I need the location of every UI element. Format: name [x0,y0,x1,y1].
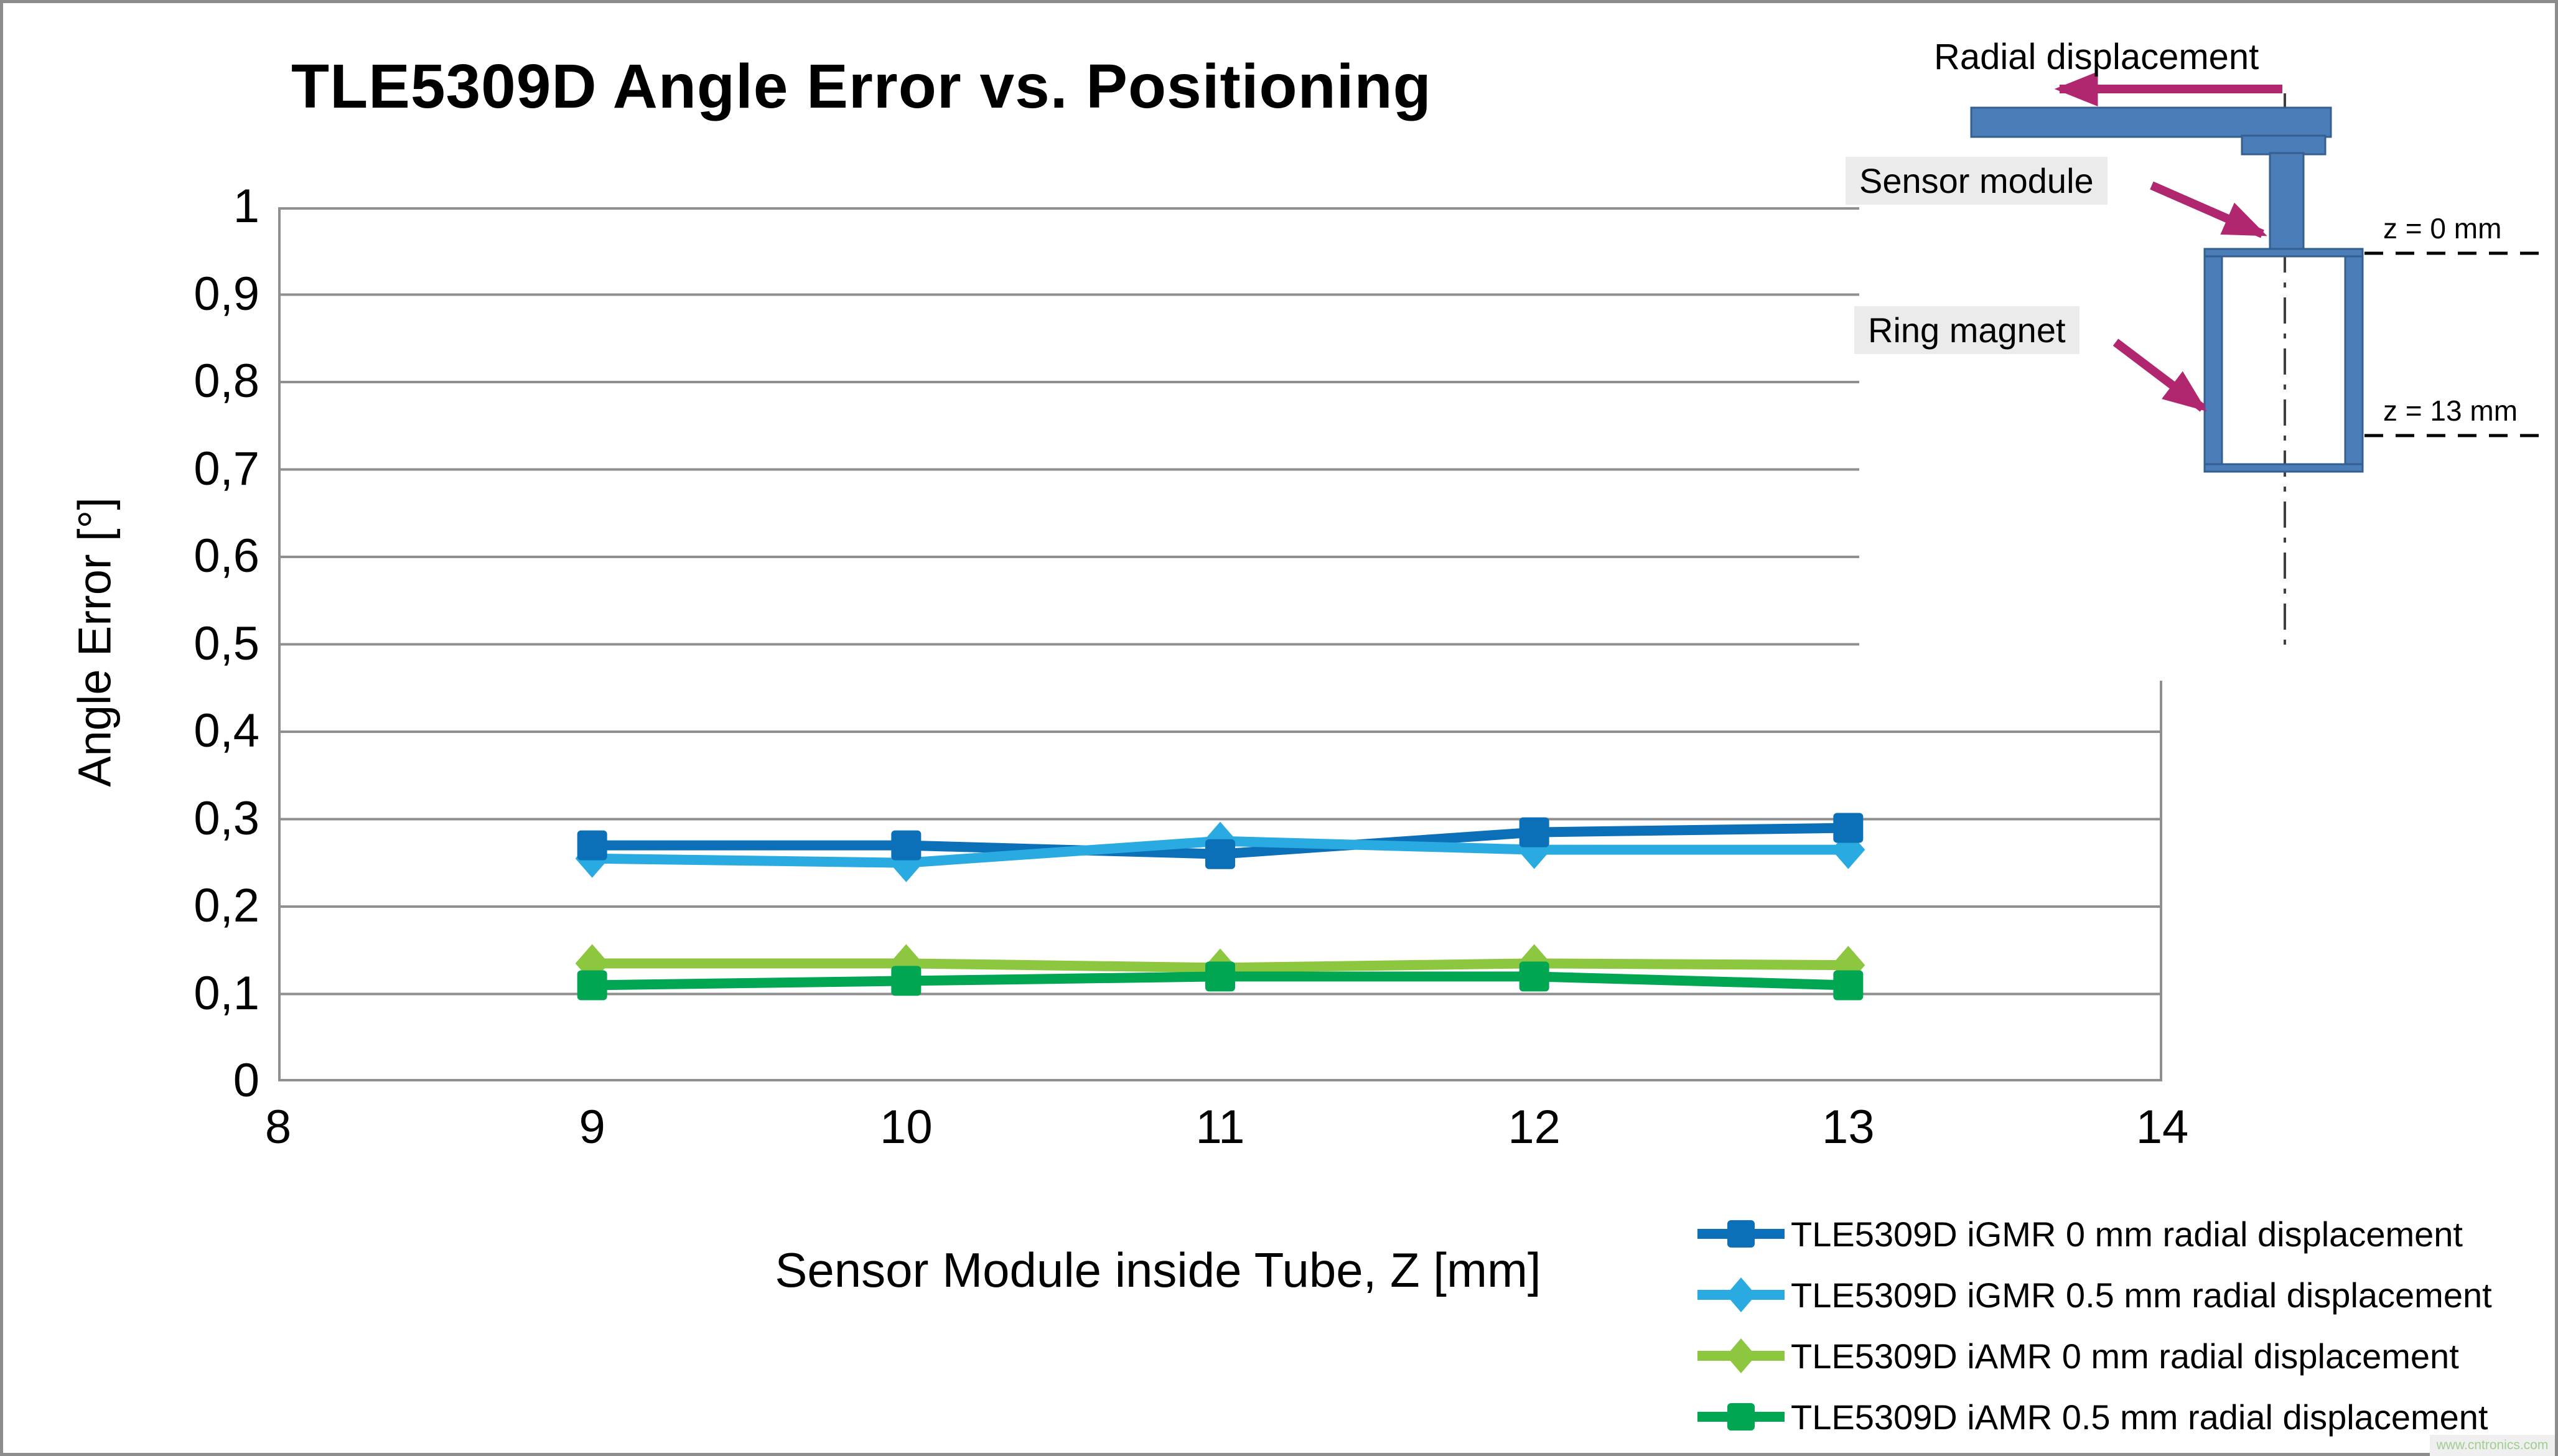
legend-item: TLE5309D iGMR 0 mm radial displacement [1697,1203,2492,1264]
legend-marker-icon [1697,1220,1785,1248]
y-tick-label: 0,4 [194,704,259,757]
legend: TLE5309D iGMR 0 mm radial displacement TL… [1697,1203,2492,1447]
x-tick-label: 11 [1195,1101,1245,1154]
ring-magnet-bottom-edge [2203,463,2364,473]
y-tick-label: 0,7 [194,442,259,495]
sensor-module-rod [2269,152,2305,253]
y-tick-label: 0 [233,1053,259,1107]
data-marker-square [1205,839,1235,869]
sensor-module-label: Sensor module [1846,157,2108,205]
ring-magnet-right-wall [2344,248,2364,473]
y-axis-title: Angle Error [°] [68,497,121,787]
data-marker-square [1833,970,1864,1001]
data-marker-square [891,830,922,861]
data-marker-square [1205,961,1235,992]
radial-displacement-label: Radial displacement [1934,37,2259,77]
data-marker-diamond [575,944,609,983]
y-tick-label: 0,6 [194,529,259,582]
shaft-arm [1970,106,2332,138]
z13-label: z = 13 mm [2383,394,2518,427]
legend-label: TLE5309D iGMR 0 mm radial displacement [1791,1214,2463,1254]
x-tick-label: 10 [880,1101,933,1154]
y-tick-label: 0,9 [194,267,259,320]
data-marker-square [891,966,922,996]
sensor-module-pointer-icon [2150,181,2267,238]
plot-area [278,207,2162,1081]
legend-item: TLE5309D iGMR 0.5 mm radial displacement [1697,1264,2492,1325]
shaft-collar [2241,134,2327,156]
data-marker-diamond [889,843,923,882]
chart-title: TLE5309D Angle Error vs. Positioning [291,52,1432,121]
y-tick-label: 0,1 [194,966,259,1020]
x-tick-label: 13 [1822,1101,1875,1154]
legend-marker-icon [1697,1403,1785,1430]
watermark: www.cntronics.com [2430,1435,2555,1456]
x-tick-label: 12 [1508,1101,1561,1154]
legend-label: TLE5309D iAMR 0 mm radial displacement [1791,1336,2459,1376]
y-tick-label: 0,2 [194,879,259,932]
ring-magnet-left-wall [2203,248,2223,473]
x-tick-label: 8 [264,1101,292,1154]
data-marker-square [577,830,607,861]
x-axis-title: Sensor Module inside Tube, Z [mm] [775,1243,1541,1297]
legend-label: TLE5309D iGMR 0.5 mm radial displacement [1791,1275,2492,1315]
legend-item: TLE5309D iAMR 0 mm radial displacement [1697,1325,2492,1386]
x-tick-label: 14 [2136,1101,2189,1154]
x-tick-label: 9 [579,1101,605,1154]
legend-item: TLE5309D iAMR 0.5 mm radial displacement [1697,1386,2492,1447]
z0-label: z = 0 mm [2383,212,2502,245]
legend-label: TLE5309D iAMR 0.5 mm radial displacement [1791,1397,2488,1437]
y-tick-label: 0,5 [194,617,259,670]
ring-magnet-label: Ring magnet [1854,306,2080,354]
ring-magnet-top-edge [2203,248,2364,258]
data-marker-square [1519,961,1549,992]
y-tick-label: 0,3 [194,791,259,845]
data-marker-square [1833,813,1864,843]
data-marker-square [577,970,607,1001]
data-marker-square [1519,817,1549,847]
y-tick-label: 1 [233,179,259,233]
legend-marker-icon [1697,1277,1785,1312]
legend-marker-icon [1697,1338,1785,1373]
data-marker-diamond [889,944,923,983]
y-tick-label: 0,8 [194,354,259,408]
